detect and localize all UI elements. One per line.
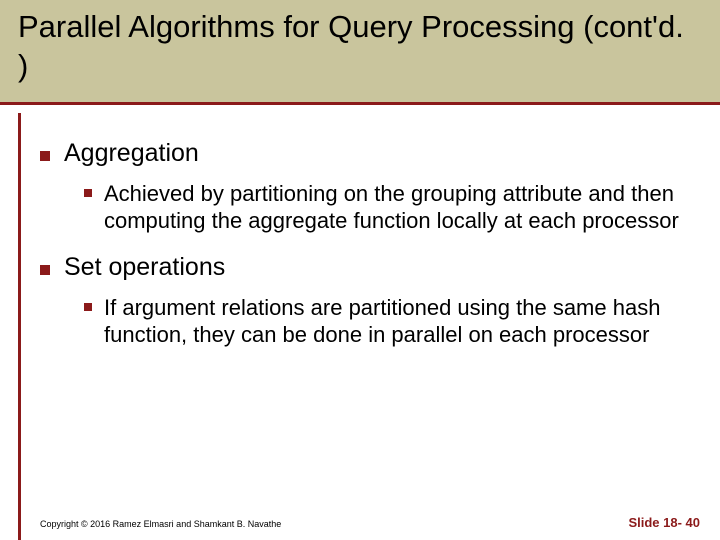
bullet-lvl1-head: Set operations: [40, 253, 690, 282]
slide-title: Parallel Algorithms for Query Processing…: [18, 8, 702, 86]
title-band: Parallel Algorithms for Query Processing…: [0, 0, 720, 105]
left-accent-rule: [18, 113, 21, 540]
square-bullet-icon: [40, 265, 50, 275]
bullet-lvl2: If argument relations are partitioned us…: [84, 294, 690, 349]
content-area: Aggregation Achieved by partitioning on …: [0, 105, 720, 349]
bullet-lvl2-text: Achieved by partitioning on the grouping…: [104, 180, 690, 235]
bullet-lvl1: Aggregation Achieved by partitioning on …: [40, 139, 690, 235]
bullet-lvl1-label: Set operations: [64, 253, 225, 282]
bullet-lvl1-label: Aggregation: [64, 139, 199, 168]
square-bullet-icon: [84, 303, 92, 311]
bullet-lvl1-head: Aggregation: [40, 139, 690, 168]
bullet-lvl2: Achieved by partitioning on the grouping…: [84, 180, 690, 235]
slide-number: Slide 18- 40: [628, 515, 700, 530]
square-bullet-icon: [40, 151, 50, 161]
bullet-lvl2-text: If argument relations are partitioned us…: [104, 294, 690, 349]
square-bullet-icon: [84, 189, 92, 197]
bullet-lvl1: Set operations If argument relations are…: [40, 253, 690, 349]
copyright-text: Copyright © 2016 Ramez Elmasri and Shamk…: [40, 519, 281, 529]
footer: Copyright © 2016 Ramez Elmasri and Shamk…: [40, 515, 700, 530]
